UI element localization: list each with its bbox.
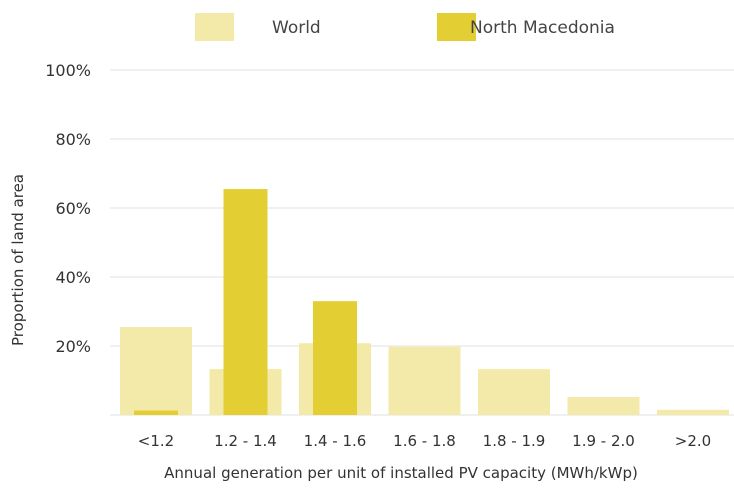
- bar-world-6: [657, 409, 729, 415]
- y-axis-ticks: 20% 40% 60% 80% 100%: [45, 61, 91, 356]
- legend-label-world: World: [272, 18, 321, 38]
- y-tick-label: 20%: [55, 337, 91, 356]
- x-tick-label: 1.8 - 1.9: [483, 432, 546, 450]
- bar-north-macedonia-2: [313, 301, 357, 415]
- x-axis-label: Annual generation per unit of installed …: [164, 464, 638, 482]
- bar-world-5: [567, 397, 640, 415]
- x-axis-categories: <1.2 1.2 - 1.4 1.4 - 1.6 1.6 - 1.8 1.8 - 1.9…: [138, 432, 711, 450]
- x-tick-label: 1.9 - 2.0: [572, 432, 635, 450]
- bar-world-4: [478, 369, 550, 415]
- y-tick-label: 60%: [55, 199, 91, 218]
- legend: World North Macedonia: [195, 13, 615, 41]
- legend-swatch-world: [195, 13, 234, 41]
- x-tick-label: >2.0: [675, 432, 711, 450]
- y-tick-label: 40%: [55, 268, 91, 287]
- x-tick-label: 1.6 - 1.8: [393, 432, 456, 450]
- legend-swatch-north-macedonia: [437, 13, 476, 41]
- x-tick-label: <1.2: [138, 432, 174, 450]
- y-tick-label: 80%: [55, 130, 91, 149]
- bar-world-0: [120, 327, 192, 415]
- series-world: [120, 327, 729, 415]
- y-axis-label: Proportion of land area: [9, 174, 27, 346]
- bar-world-3: [388, 346, 461, 415]
- y-tick-label: 100%: [45, 61, 91, 80]
- x-tick-label: 1.4 - 1.6: [304, 432, 367, 450]
- bar-north-macedonia-1: [223, 189, 268, 415]
- legend-label-north-macedonia: North Macedonia: [470, 18, 615, 38]
- bar-north-macedonia-0: [134, 410, 178, 415]
- series-north-macedonia: [134, 189, 357, 415]
- x-tick-label: 1.2 - 1.4: [214, 432, 277, 450]
